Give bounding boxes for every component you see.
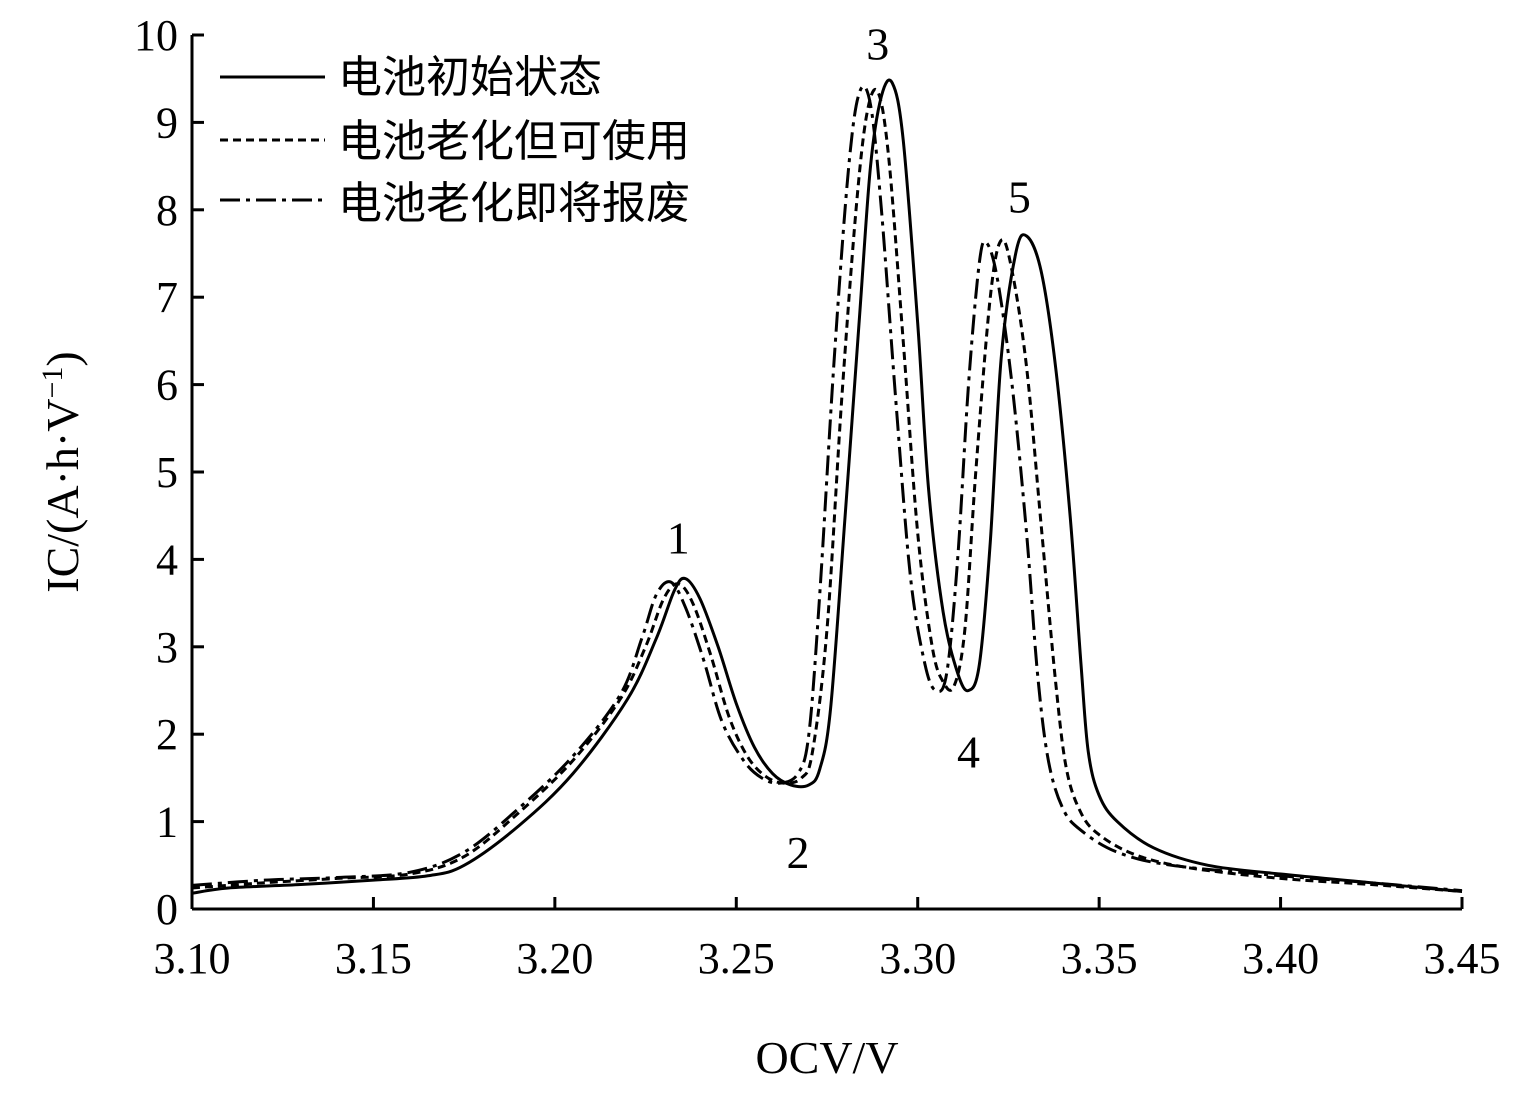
peak-annotations: 1 2 3 4 5: [667, 19, 1031, 878]
y-axis-title-superscript: −1: [36, 367, 69, 399]
plot-area: [191, 78, 1463, 895]
y-tick-label: 1: [156, 798, 178, 847]
y-tick-label: 2: [156, 710, 178, 759]
x-tick-label: 3.10: [154, 934, 231, 983]
x-tick-label: 3.45: [1424, 934, 1501, 983]
series-line-2: [191, 87, 1463, 894]
y-axis-title: IC/(A·h·V−1): [36, 351, 88, 592]
peak-label: 5: [1008, 172, 1031, 223]
ticks: 3.10 3.15 3.20 3.25 3.30 3.35 3.40 3.45 0 1 2 3 4 5 6 7…: [134, 11, 1501, 983]
x-tick-label: 3.25: [698, 934, 775, 983]
x-axis-title: OCV/V: [755, 1032, 898, 1083]
y-tick-label: 7: [156, 273, 178, 322]
series-line-3: [191, 84, 1463, 893]
x-tick-label: 3.40: [1242, 934, 1319, 983]
y-tick-label: 3: [156, 623, 178, 672]
y-tick-label: 0: [156, 885, 178, 934]
legend: 电池初始状态 电池老化但可使用 电池老化即将报废: [220, 52, 690, 229]
peak-label: 2: [786, 827, 809, 878]
peak-label: 3: [866, 19, 889, 70]
legend-label-aged-usable: 电池老化但可使用: [338, 116, 690, 167]
series-line-1: [191, 78, 1463, 895]
y-tick-label: 6: [156, 361, 178, 410]
x-tick-label: 3.15: [335, 934, 412, 983]
y-axis-title-tail: ): [37, 351, 88, 366]
y-tick-label: 8: [156, 186, 178, 235]
x-tick-label: 3.35: [1061, 934, 1138, 983]
y-tick-label: 5: [156, 448, 178, 497]
y-axis-title-main: IC/(A·h·V: [37, 399, 88, 593]
peak-label: 4: [957, 727, 980, 778]
legend-label-aged-retire: 电池老化即将报废: [338, 178, 690, 229]
legend-label-initial: 电池初始状态: [338, 52, 602, 103]
x-tick-label: 3.20: [516, 934, 593, 983]
x-tick-label: 3.30: [879, 934, 956, 983]
y-tick-label: 4: [156, 535, 178, 584]
y-tick-label: 9: [156, 98, 178, 147]
y-tick-label: 10: [134, 11, 178, 60]
peak-label: 1: [667, 513, 690, 564]
